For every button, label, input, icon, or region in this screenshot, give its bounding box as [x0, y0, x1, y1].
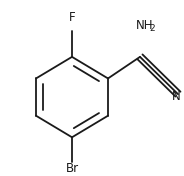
Text: N: N	[172, 90, 181, 103]
Text: Br: Br	[66, 162, 79, 175]
Text: 2: 2	[149, 24, 155, 33]
Text: NH: NH	[136, 19, 153, 32]
Text: F: F	[69, 11, 75, 24]
